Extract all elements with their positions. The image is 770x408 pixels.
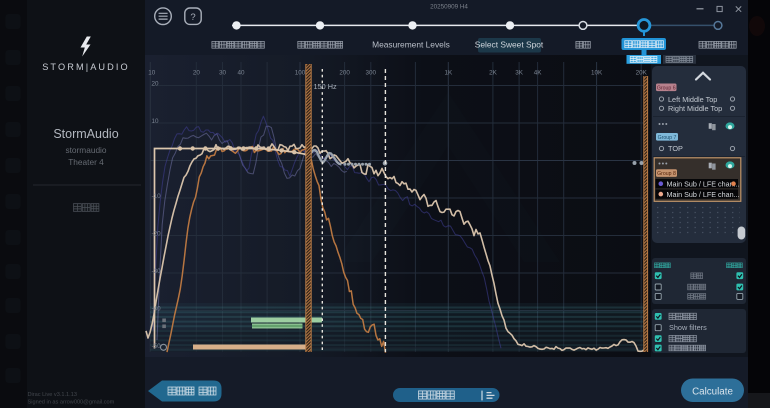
svg-text:StormAudio: StormAudio	[53, 127, 118, 141]
svg-text:Calculate: Calculate	[692, 386, 733, 397]
svg-text:-10: -10	[152, 193, 162, 200]
svg-text:-50: -50	[152, 343, 162, 350]
svg-text:TOP: TOP	[668, 144, 683, 153]
svg-text:Show filters: Show filters	[669, 323, 707, 332]
svg-text:300: 300	[365, 70, 376, 77]
svg-text:STORM|AUDIO: STORM|AUDIO	[42, 62, 130, 72]
svg-text:Main Sub / LFE chan...: Main Sub / LFE chan...	[667, 179, 740, 188]
svg-text:Left Middle Top: Left Middle Top	[668, 95, 717, 104]
svg-text:10: 10	[148, 70, 156, 77]
svg-text:20: 20	[193, 70, 201, 77]
svg-text:Group 7: Group 7	[658, 135, 677, 141]
svg-text:30: 30	[219, 70, 227, 77]
svg-text:10K: 10K	[591, 70, 603, 77]
svg-text:Group 8: Group 8	[657, 171, 676, 177]
svg-text:?: ?	[190, 12, 195, 23]
svg-text:Dirac Live v3.1.1.13: Dirac Live v3.1.1.13	[28, 392, 77, 398]
svg-text:Theater 4: Theater 4	[68, 157, 104, 167]
svg-text:100: 100	[295, 70, 306, 77]
svg-text:1K: 1K	[444, 70, 453, 77]
svg-text:Measurement Levels: Measurement Levels	[372, 40, 450, 50]
svg-text:Main Sub / LFE chan...: Main Sub / LFE chan...	[667, 190, 740, 199]
svg-text:-20: -20	[152, 230, 162, 237]
svg-text:Select Sweet Spot: Select Sweet Spot	[475, 40, 544, 50]
svg-text:40: 40	[237, 70, 245, 77]
svg-text:20: 20	[152, 80, 160, 87]
svg-text:2K: 2K	[489, 70, 498, 77]
svg-text:-40: -40	[152, 305, 162, 312]
svg-text:150 Hz: 150 Hz	[314, 82, 337, 91]
svg-text:stormaudio: stormaudio	[65, 145, 106, 155]
svg-text:Right Middle Top: Right Middle Top	[668, 104, 722, 113]
svg-text:200: 200	[339, 70, 350, 77]
svg-text:-30: -30	[152, 268, 162, 275]
svg-text:10: 10	[152, 118, 160, 125]
svg-text:4K: 4K	[534, 70, 543, 77]
svg-text:20K: 20K	[636, 70, 648, 77]
svg-text:Signed in as arrow000@gmail.co: Signed in as arrow000@gmail.com	[28, 400, 115, 406]
svg-text:3K: 3K	[515, 70, 524, 77]
svg-text:Group 6: Group 6	[657, 85, 676, 91]
svg-text:20250909 H4: 20250909 H4	[430, 4, 468, 11]
